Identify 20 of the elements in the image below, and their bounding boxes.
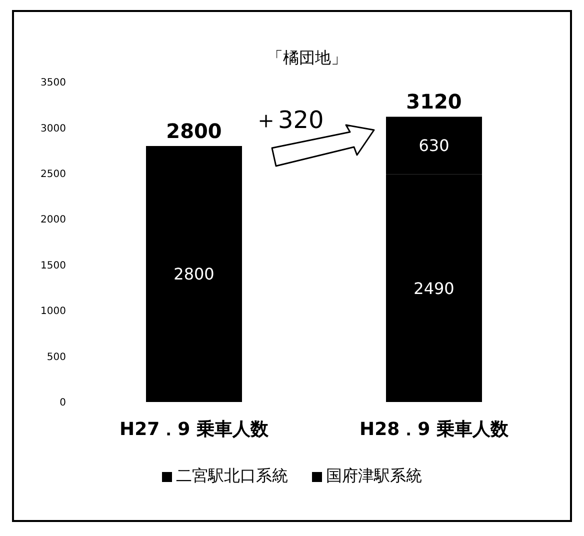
- bar: [146, 146, 242, 402]
- total-label: 2800: [166, 119, 222, 143]
- data-label: 2800: [174, 264, 214, 284]
- y-tick-label: 2500: [40, 168, 66, 180]
- y-tick-label: 3000: [40, 123, 66, 134]
- data-label: 2490: [414, 278, 454, 298]
- y-tick-label: 2000: [40, 214, 66, 226]
- data-label: 630: [418, 136, 450, 156]
- annotation: ＋320: [254, 105, 324, 136]
- y-tick-label: 1500: [40, 260, 66, 272]
- legend-label: 国府津駅系統: [325, 466, 422, 487]
- y-tick-label: 3500: [40, 78, 66, 89]
- chart-title: 「橘団地」: [266, 48, 348, 69]
- y-tick-label: 0: [60, 398, 66, 409]
- total-label: 3120: [406, 90, 462, 114]
- x-tick-label: H27．9 乗車人数: [120, 418, 270, 440]
- legend-label: 二宮駅北口系統: [175, 466, 288, 487]
- y-tick-label: 500: [46, 352, 66, 363]
- y-tick-label: 1000: [40, 306, 66, 318]
- x-tick-label: H28．9 乗車人数: [360, 418, 510, 440]
